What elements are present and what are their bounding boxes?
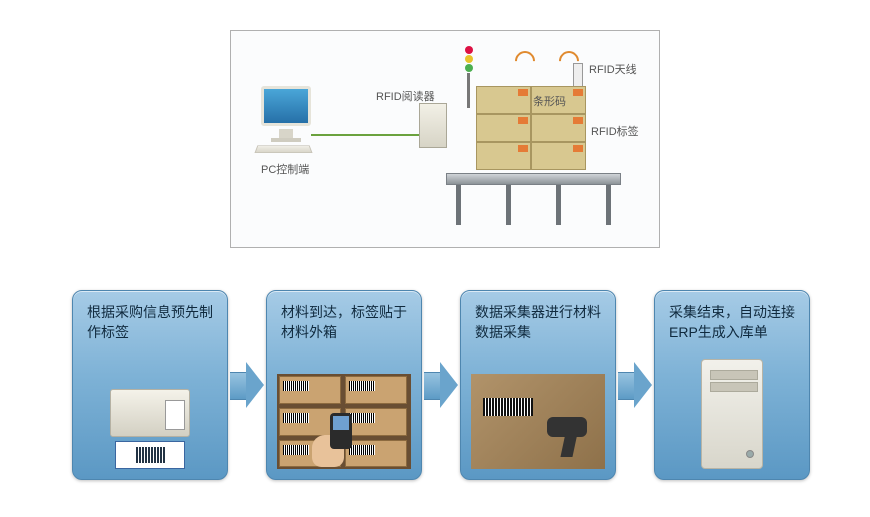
step-3-text: 数据采集器进行材料数据采集 — [475, 303, 601, 342]
step-4-text: 采集结束，自动连接ERP生成入库单 — [669, 303, 795, 342]
arrow-icon — [424, 362, 458, 408]
step-1-text: 根据采购信息预先制作标签 — [87, 303, 213, 342]
barcode-label: 条形码 — [533, 93, 566, 109]
box-scan-gun-icon — [471, 374, 605, 469]
cable-line — [311, 134, 419, 136]
rf-signal-icon — [511, 47, 539, 75]
shelves-scan-icon — [277, 374, 411, 469]
pc-label: PC控制端 — [261, 161, 309, 177]
printer-labels-icon — [83, 374, 217, 469]
arrow-icon — [618, 362, 652, 408]
pc-base-icon — [271, 138, 301, 142]
step-2-card: 材料到达，标签贴于材料外箱 — [266, 290, 422, 480]
step-3-card: 数据采集器进行材料数据采集 — [460, 290, 616, 480]
process-flow: 根据采购信息预先制作标签 材料到达，标签贴于材料外箱 数据采集器进行材料数据采集 — [72, 290, 810, 480]
rfid-reader-label: RFID阅读器 — [376, 88, 435, 104]
step-4-card: 采集结束，自动连接ERP生成入库单 — [654, 290, 810, 480]
step-2-text: 材料到达，标签贴于材料外箱 — [281, 303, 407, 342]
rfid-system-diagram: PC控制端 RFID阅读器 RFID天线 条形码 RFID标签 — [230, 30, 660, 248]
signal-light-stack-icon — [465, 46, 473, 108]
rfid-reader-icon — [419, 103, 447, 148]
rfid-tag-label: RFID标签 — [591, 123, 639, 139]
conveyor-icon — [446, 173, 621, 185]
rfid-antenna-label: RFID天线 — [589, 61, 637, 77]
pallet-boxes-icon — [476, 86, 586, 171]
arrow-icon — [230, 362, 264, 408]
keyboard-icon — [254, 145, 312, 153]
pc-monitor-icon — [261, 86, 311, 126]
pc-tower-icon — [665, 374, 799, 469]
conveyor-legs-icon — [456, 185, 611, 225]
step-1-card: 根据采购信息预先制作标签 — [72, 290, 228, 480]
